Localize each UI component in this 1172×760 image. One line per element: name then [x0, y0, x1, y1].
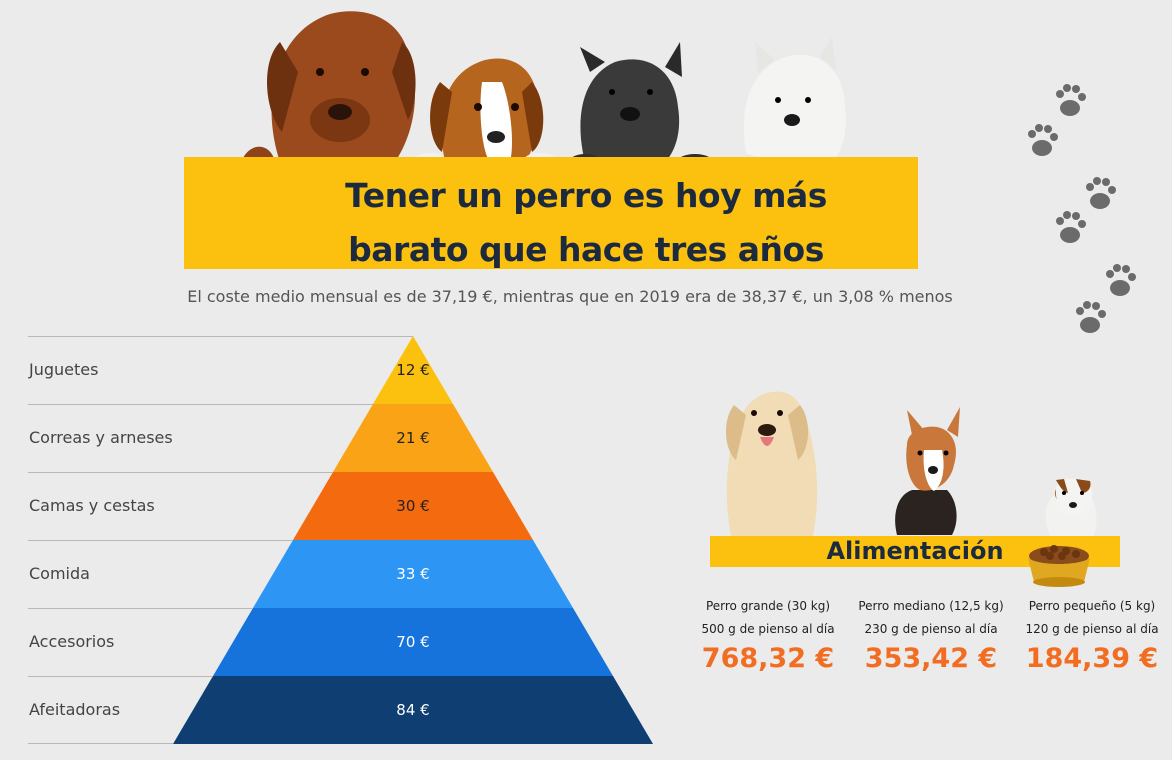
food-col-medium-name: Perro mediano (12,5 kg) — [858, 599, 1004, 613]
food-col-small-qty: 120 g de pienso al día — [1025, 622, 1159, 636]
row-label: Comida — [29, 564, 90, 583]
food-col-large-price: 768,32 € — [701, 643, 835, 674]
segment-value: 21 € — [396, 429, 430, 447]
page-title-line2: barato que hace tres años — [348, 230, 824, 269]
food-title: Alimentación — [826, 537, 1004, 565]
row-label: Accesorios — [29, 632, 115, 651]
pyramid-segment-1 — [333, 404, 493, 472]
subtitle: El coste medio mensual es de 37,19 €, mi… — [187, 287, 953, 306]
row-divider — [28, 608, 253, 609]
pyramid-segment-5 — [173, 676, 653, 744]
food-col-small: Perro pequeño (5 kg) 120 g de pienso al … — [1007, 598, 1172, 674]
food-col-medium-price: 353,42 € — [864, 643, 998, 674]
food-col-small-price: 184,39 € — [1025, 643, 1159, 674]
food-col-large-qty: 500 g de pienso al día — [701, 622, 835, 636]
dog-terrier — [569, 42, 713, 170]
segment-value: 12 € — [396, 361, 430, 379]
pyramid-graphic — [173, 336, 653, 744]
row-divider — [28, 404, 373, 405]
row-divider — [28, 676, 213, 677]
row-divider — [28, 472, 333, 473]
pyramid-segment-4 — [213, 608, 613, 676]
food-bowl-icon — [1028, 545, 1090, 587]
dog-golden-retriever — [725, 391, 818, 540]
row-label: Camas y cestas — [29, 496, 155, 515]
pyramid-segment-3 — [253, 540, 573, 608]
row-divider — [28, 743, 173, 744]
title-banner: Tener un perro es hoy más barato que hac… — [184, 157, 918, 269]
dog-beagle — [414, 58, 556, 167]
segment-value: 30 € — [396, 497, 430, 515]
row-label: Correas y arneses — [29, 428, 173, 447]
row-label: Afeitadoras — [29, 700, 121, 719]
pyramid-segment-2 — [293, 472, 533, 540]
food-col-large-name: Perro grande (30 kg) — [705, 599, 831, 613]
segment-value: 70 € — [396, 633, 430, 651]
food-col-small-name: Perro pequeño (5 kg) — [1028, 599, 1156, 613]
cost-pyramid: Juguetes 12 € Correas y arneses 21 € Camas y… — [28, 336, 668, 744]
dog-jack-russell — [1045, 478, 1097, 540]
segment-value: 33 € — [396, 565, 430, 583]
pyramid-segment-0 — [373, 336, 453, 404]
dog-corgi — [895, 407, 960, 535]
food-dogs-illustration — [725, 391, 1097, 540]
row-label: Juguetes — [29, 360, 99, 379]
segment-value: 84 € — [396, 701, 430, 719]
row-divider — [28, 336, 413, 337]
food-col-large: Perro grande (30 kg) 500 g de pienso al … — [683, 598, 853, 674]
paw-prints-icon — [1028, 84, 1136, 333]
dog-westie — [724, 37, 876, 167]
food-col-medium: Perro mediano (12,5 kg) 230 g de pienso … — [846, 598, 1016, 674]
food-col-medium-qty: 230 g de pienso al día — [864, 622, 998, 636]
row-divider — [28, 540, 293, 541]
page-title-line1: Tener un perro es hoy más — [345, 176, 827, 215]
